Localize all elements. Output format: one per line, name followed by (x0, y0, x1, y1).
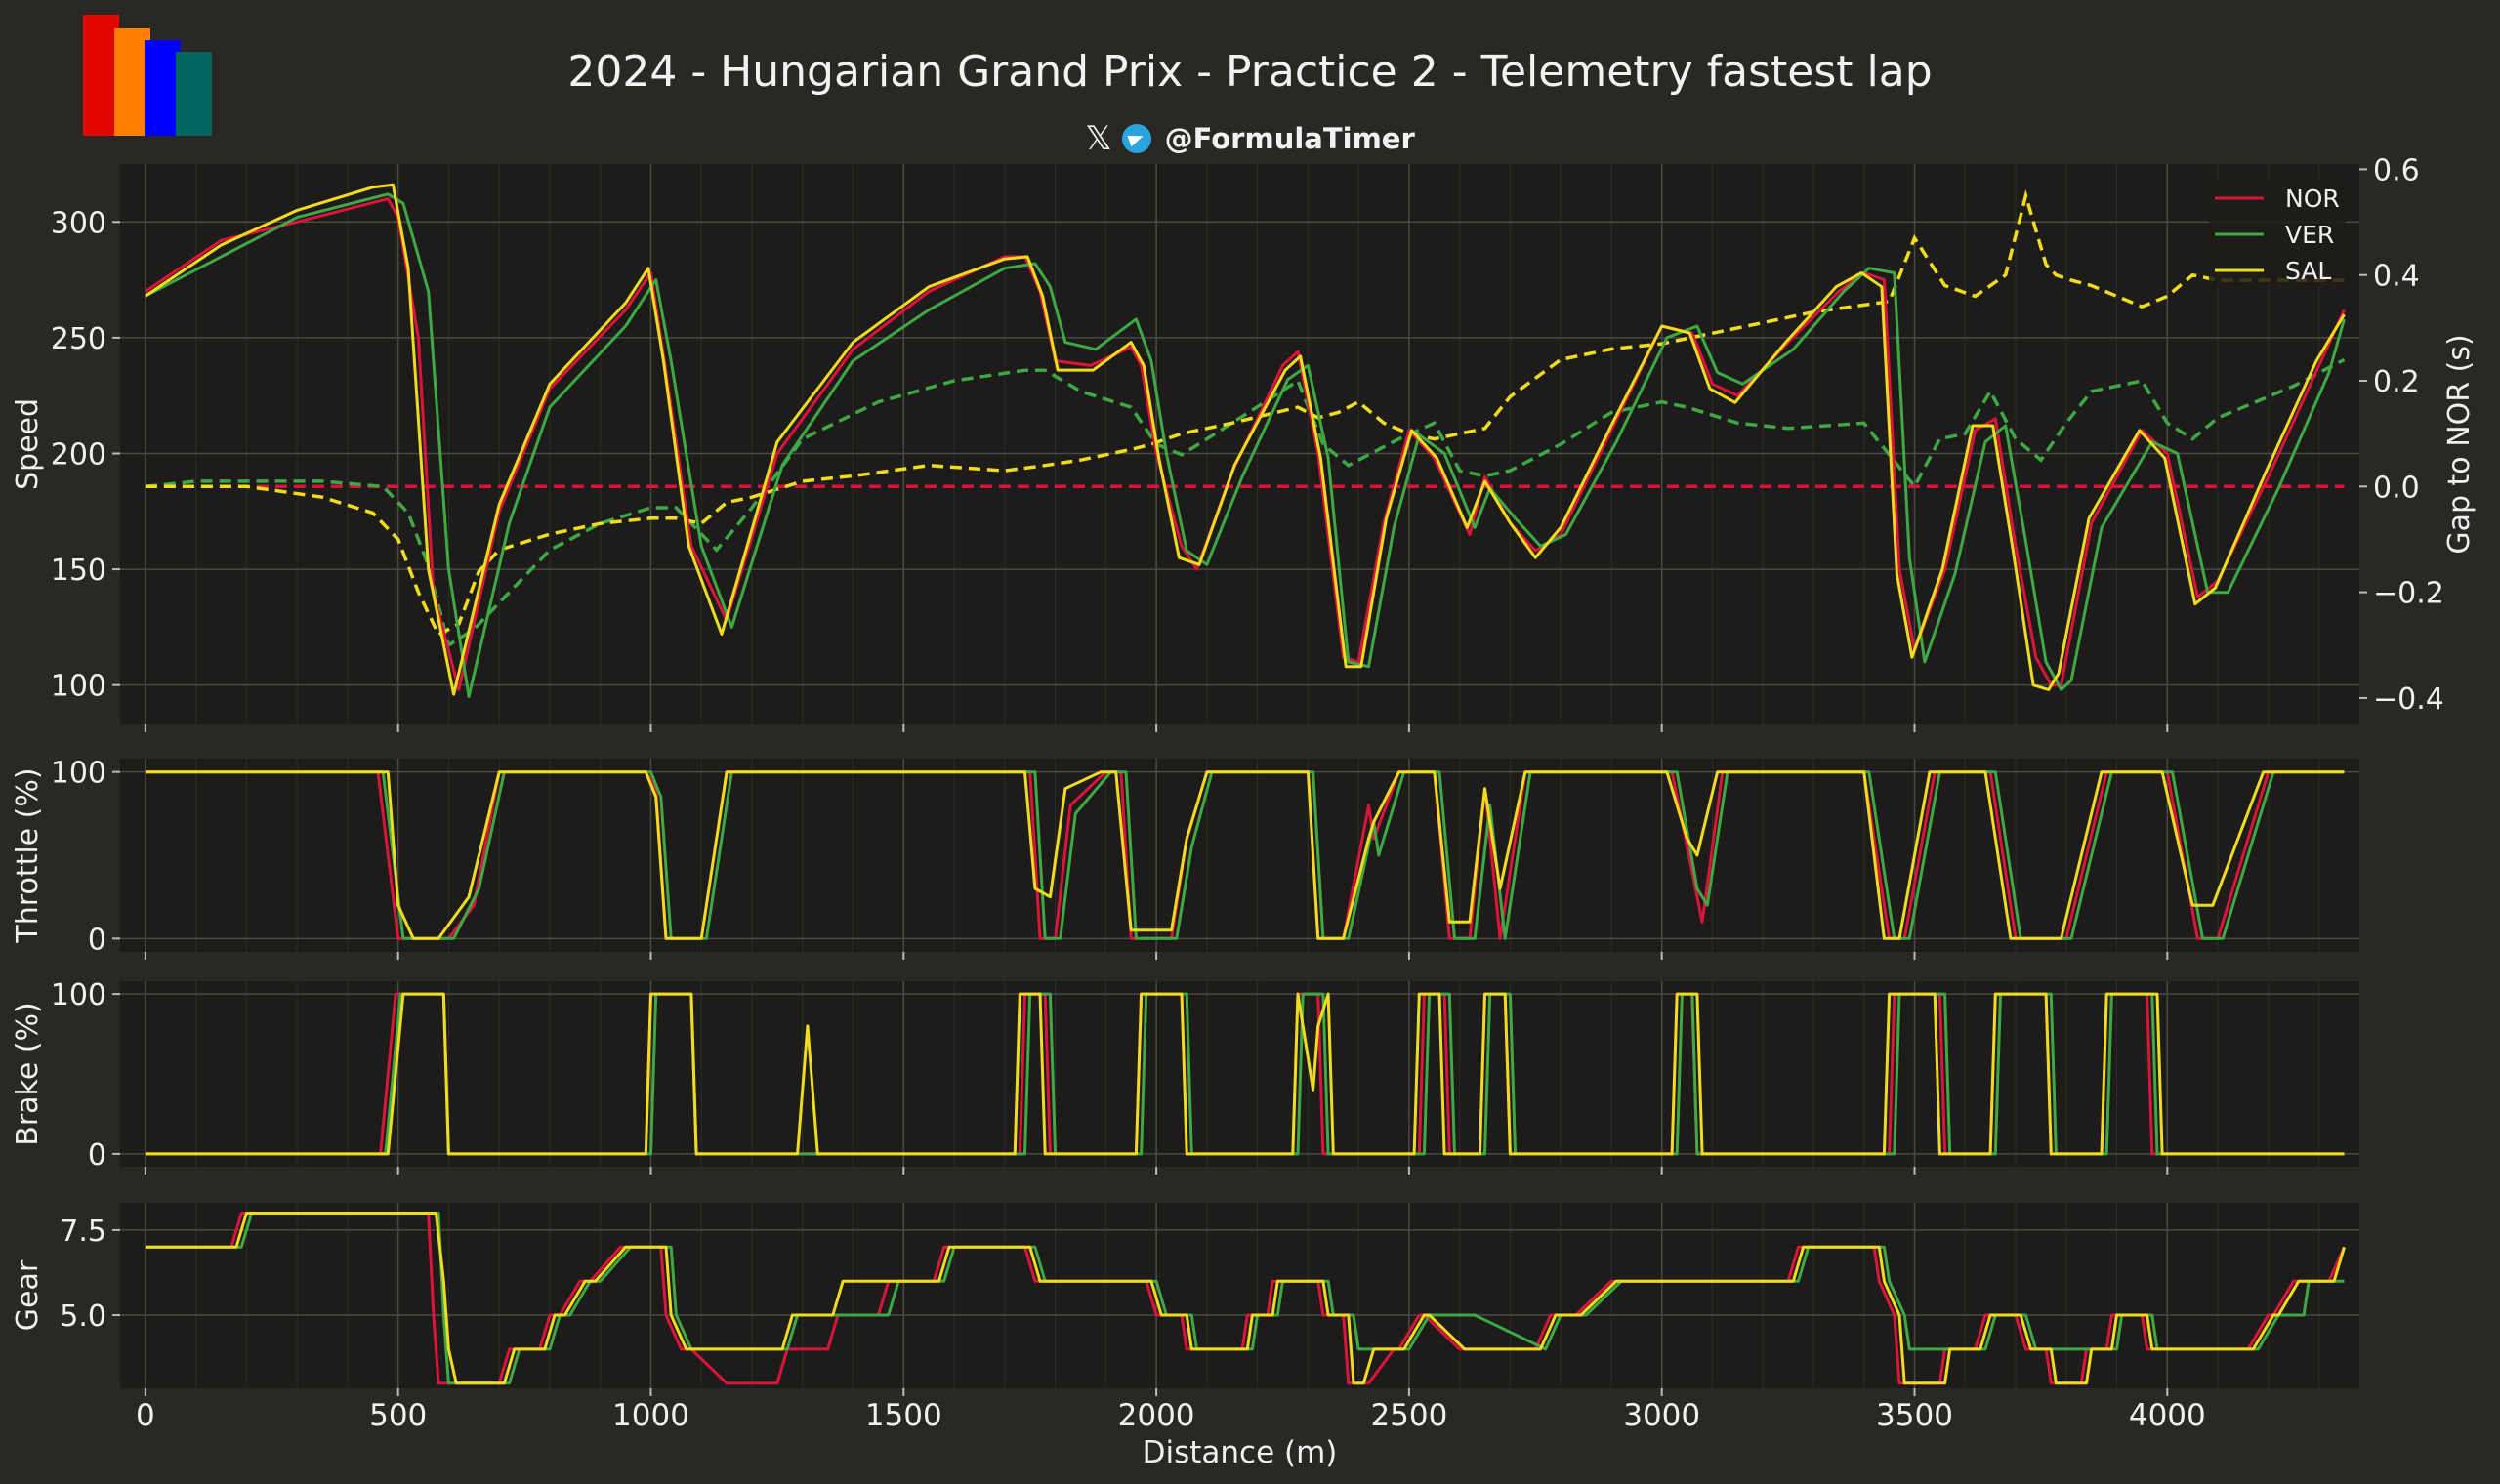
x-tick-label: 4000 (2129, 1398, 2206, 1433)
y-tick-label: 100 (51, 757, 106, 791)
y-axis-label: Speed (11, 398, 45, 490)
y2-tick-label: 0.4 (2373, 260, 2420, 294)
chart-title: 2024 - Hungarian Grand Prix - Practice 2… (567, 47, 1933, 97)
x-tick-label: 3000 (1623, 1398, 1700, 1433)
series-line-sal (145, 183, 2346, 696)
legend-label-ver: VER (2285, 221, 2334, 249)
y-tick-label: 0 (88, 1138, 106, 1173)
y-tick-label: 150 (51, 554, 106, 588)
y-tick-label: 0 (88, 923, 106, 957)
y-tick-label: 300 (51, 206, 106, 240)
y-tick-label: 200 (51, 437, 106, 472)
y2-tick-label: 0.6 (2373, 153, 2420, 187)
legend-label-sal: SAL (2285, 257, 2331, 285)
y2-tick-label: 0.2 (2373, 365, 2420, 399)
panel-2-plot-area (120, 981, 2359, 1167)
x-tick-label: 2000 (1118, 1398, 1195, 1433)
y-tick-label: 100 (51, 670, 106, 704)
x-tick-label: 3500 (1876, 1398, 1953, 1433)
y2-tick-label: 0.0 (2373, 471, 2420, 505)
y-tick-label: 100 (51, 978, 106, 1012)
gap-line-ver (145, 357, 2346, 648)
y2-tick-label: −0.4 (2373, 682, 2444, 717)
y-axis-label: Gear (11, 1259, 45, 1331)
y2-axis-label: Gap to NOR (s) (2442, 334, 2477, 554)
x-tick-label: 1000 (612, 1398, 689, 1433)
x-tick-label: 2500 (1370, 1398, 1447, 1433)
y-tick-label: 250 (51, 322, 106, 356)
y-axis-label: Brake (%) (11, 1002, 45, 1146)
series-line-sal (145, 1212, 2346, 1385)
series-line-sal (145, 992, 2345, 1156)
x-tick-label: 500 (369, 1398, 427, 1433)
legend-label-nor: NOR (2285, 185, 2340, 213)
logo-bars-icon (83, 15, 212, 136)
panel-3-plot-area (120, 1203, 2359, 1388)
x-tick-label: 1500 (865, 1398, 942, 1433)
x-logo-icon: 𝕏 (1085, 119, 1112, 158)
gap-line-sal (145, 188, 2345, 638)
series-line-ver (145, 192, 2346, 698)
y-axis-label: Throttle (%) (11, 767, 45, 943)
panel-1-plot-area (120, 759, 2359, 952)
telegram-icon (1121, 124, 1151, 153)
handle-text: @FormulaTimer (1164, 122, 1415, 155)
y-tick-label: 5.0 (60, 1299, 106, 1334)
byline: 𝕏 @FormulaTimer (0, 119, 2500, 158)
series-line-nor (145, 197, 2346, 691)
y-tick-label: 7.5 (60, 1215, 106, 1249)
x-tick-label: 0 (136, 1398, 155, 1433)
y2-tick-label: −0.2 (2373, 577, 2444, 611)
x-axis-label: Distance (m) (1143, 1435, 1338, 1470)
legend-box (2209, 179, 2346, 286)
series-line-sal (145, 770, 2345, 940)
